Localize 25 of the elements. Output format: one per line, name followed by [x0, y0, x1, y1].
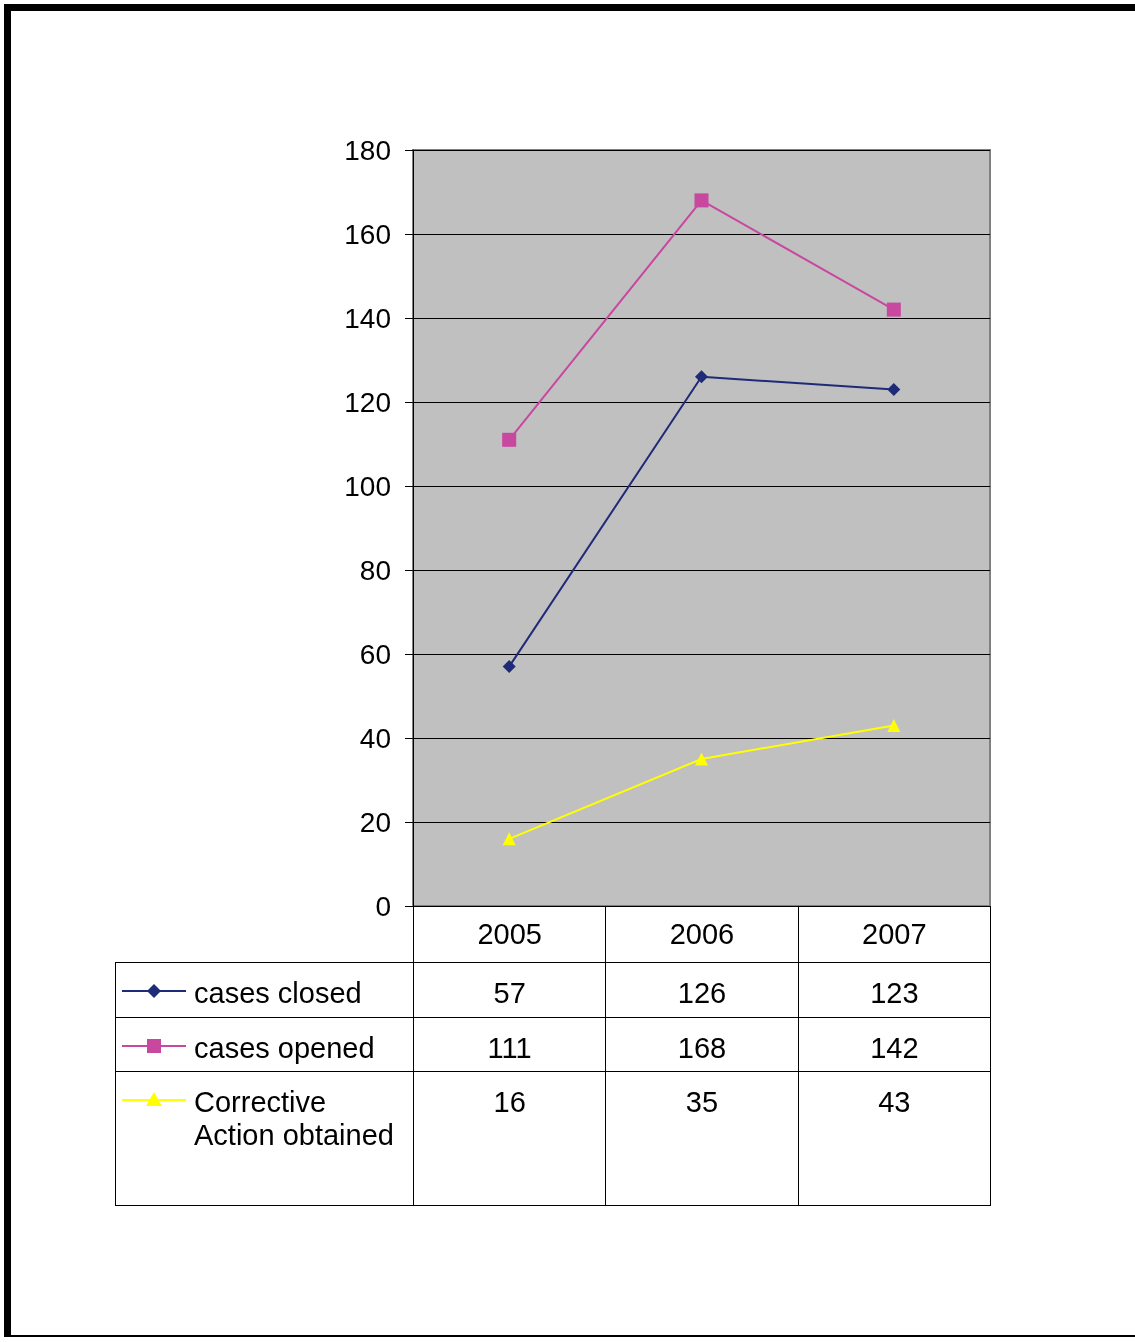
x-tick-label: 2005 [413, 906, 606, 962]
y-tick-label: 80 [359, 554, 391, 586]
legend-label: cases closed [194, 976, 362, 1010]
legend-label: cases opened [194, 1031, 375, 1065]
y-tick-label: 40 [359, 722, 391, 754]
data-label: 16 [413, 1071, 606, 1205]
data-label: 123 [798, 962, 991, 1017]
y-tick-label: 20 [359, 806, 391, 838]
y-tick-label: 140 [344, 302, 391, 334]
legend-label: Corrective Action obtained [194, 1085, 395, 1152]
y-tick-label: 120 [344, 386, 391, 418]
data-label: 168 [605, 1017, 799, 1071]
x-tick-label: 2006 [605, 906, 799, 962]
data-label: 43 [798, 1071, 991, 1205]
data-label: 57 [413, 962, 606, 1017]
data-label: 142 [798, 1017, 991, 1071]
data-label: 35 [605, 1071, 799, 1205]
data-label: 126 [605, 962, 799, 1017]
y-tick-label: 180 [344, 134, 391, 166]
y-tick-label: 60 [359, 638, 391, 670]
x-tick-label: 2007 [798, 906, 991, 962]
y-tick-label: 100 [344, 470, 391, 502]
data-label: 111 [413, 1017, 606, 1071]
y-tick-label: 0 [375, 890, 391, 922]
y-tick-label: 160 [344, 218, 391, 250]
